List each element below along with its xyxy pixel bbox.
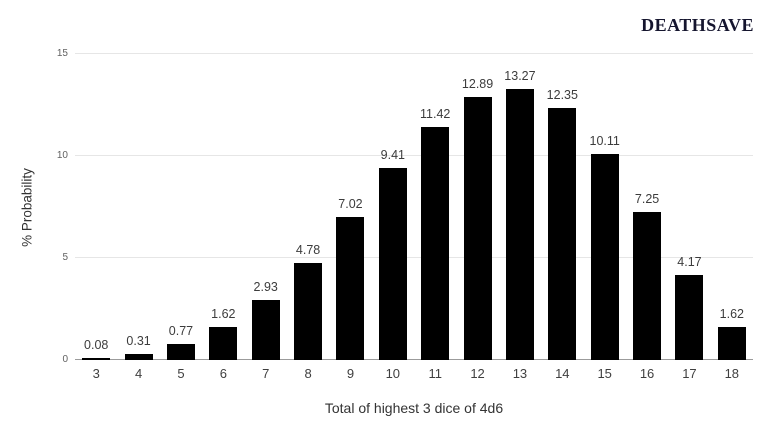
x-tick-label: 13 xyxy=(512,366,528,381)
bars-layer: 0.08 0.31 0.77 1.62 2.93 4.78 7.02 9.41 11.42 12.… xyxy=(75,54,753,360)
gridline xyxy=(75,155,753,156)
bar[interactable] xyxy=(633,212,662,360)
bar[interactable] xyxy=(463,97,492,360)
bar-cell: 0.77 xyxy=(160,54,202,360)
bar[interactable] xyxy=(505,89,534,360)
x-tick-label: 12 xyxy=(470,366,485,381)
bar-value-label: 0.08 xyxy=(84,338,109,353)
bar-cell: 11.42 xyxy=(414,54,456,360)
bar-cell: 4.78 xyxy=(287,54,329,360)
bar-value-label: 1.62 xyxy=(719,306,744,321)
bar[interactable] xyxy=(717,326,746,360)
bar-value-label: 9.41 xyxy=(380,148,405,163)
x-tick-label: 18 xyxy=(724,366,740,381)
bar[interactable] xyxy=(251,300,280,360)
x-tick-label: 8 xyxy=(304,366,312,381)
bar[interactable] xyxy=(336,216,365,360)
x-axis-line xyxy=(75,359,753,360)
bar-cell: 1.62 xyxy=(202,54,244,360)
bar[interactable] xyxy=(209,326,238,360)
bar[interactable] xyxy=(166,344,195,360)
bar[interactable] xyxy=(378,168,407,360)
bar[interactable] xyxy=(421,127,450,360)
bar-value-label: 12.35 xyxy=(546,88,578,103)
bar-value-label: 13.27 xyxy=(504,69,536,84)
bar-chart-plot-area: 0.08 0.31 0.77 1.62 2.93 4.78 7.02 9.41 11.42 12.… xyxy=(75,53,753,360)
deathsave-logo: DEATHSAVE xyxy=(641,15,754,35)
x-tick-label: 11 xyxy=(428,366,442,381)
bar-cell: 7.02 xyxy=(329,54,371,360)
bar[interactable] xyxy=(675,274,704,360)
bar[interactable] xyxy=(294,262,323,360)
bar-value-label: 7.25 xyxy=(634,192,660,207)
x-axis-title: Total of highest 3 dice of 4d6 xyxy=(324,400,504,416)
x-axis-tick-labels: 3 4 5 6 7 8 9 10 11 12 13 14 15 16 17 18 xyxy=(75,366,753,381)
bar-cell: 1.62 xyxy=(711,54,753,360)
bar-cell: 0.08 xyxy=(75,54,117,360)
x-tick-label: 5 xyxy=(177,366,185,381)
bar-cell: 12.35 xyxy=(541,54,583,360)
bar[interactable] xyxy=(82,358,111,360)
bar-value-label: 4.78 xyxy=(295,242,321,257)
bar-cell: 13.27 xyxy=(499,54,541,360)
bar-cell: 0.31 xyxy=(117,54,159,360)
bar[interactable] xyxy=(548,108,577,360)
x-tick-label: 15 xyxy=(597,366,612,381)
bar-cell: 9.41 xyxy=(372,54,414,360)
x-tick-label: 10 xyxy=(385,366,401,381)
y-tick-label: 0 xyxy=(62,354,68,365)
bar-cell: 10.11 xyxy=(584,54,626,360)
x-tick-label: 3 xyxy=(92,366,100,381)
bar-value-label: 0.77 xyxy=(168,324,194,339)
x-tick-label: 14 xyxy=(555,366,570,381)
x-tick-label: 16 xyxy=(639,366,655,381)
x-tick-label: 6 xyxy=(219,366,227,381)
bar-value-label: 1.62 xyxy=(211,306,236,321)
bar[interactable] xyxy=(590,153,619,360)
bar-cell: 7.25 xyxy=(626,54,668,360)
bar-value-label: 10.11 xyxy=(589,133,620,148)
gridline xyxy=(75,53,753,54)
y-axis-title: % Probability xyxy=(19,168,35,247)
x-tick-label: 4 xyxy=(134,366,143,381)
bar-value-label: 0.31 xyxy=(126,333,151,348)
y-tick-label: 5 xyxy=(62,252,68,263)
bar-value-label: 11.42 xyxy=(420,107,451,122)
bar-cell: 12.89 xyxy=(456,54,498,360)
bar-value-label: 2.93 xyxy=(253,280,278,295)
x-tick-label: 17 xyxy=(682,366,697,381)
bar-value-label: 12.89 xyxy=(461,77,494,92)
y-tick-label: 15 xyxy=(56,48,68,59)
bar-value-label: 7.02 xyxy=(338,196,363,211)
y-tick-label: 10 xyxy=(56,150,68,161)
bar[interactable] xyxy=(124,353,153,360)
bar-cell: 4.17 xyxy=(668,54,710,360)
x-tick-label: 7 xyxy=(262,366,270,381)
bar-value-label: 4.17 xyxy=(677,254,702,269)
gridline xyxy=(75,257,753,258)
x-tick-label: 9 xyxy=(346,366,355,381)
bar-cell: 2.93 xyxy=(245,54,287,360)
